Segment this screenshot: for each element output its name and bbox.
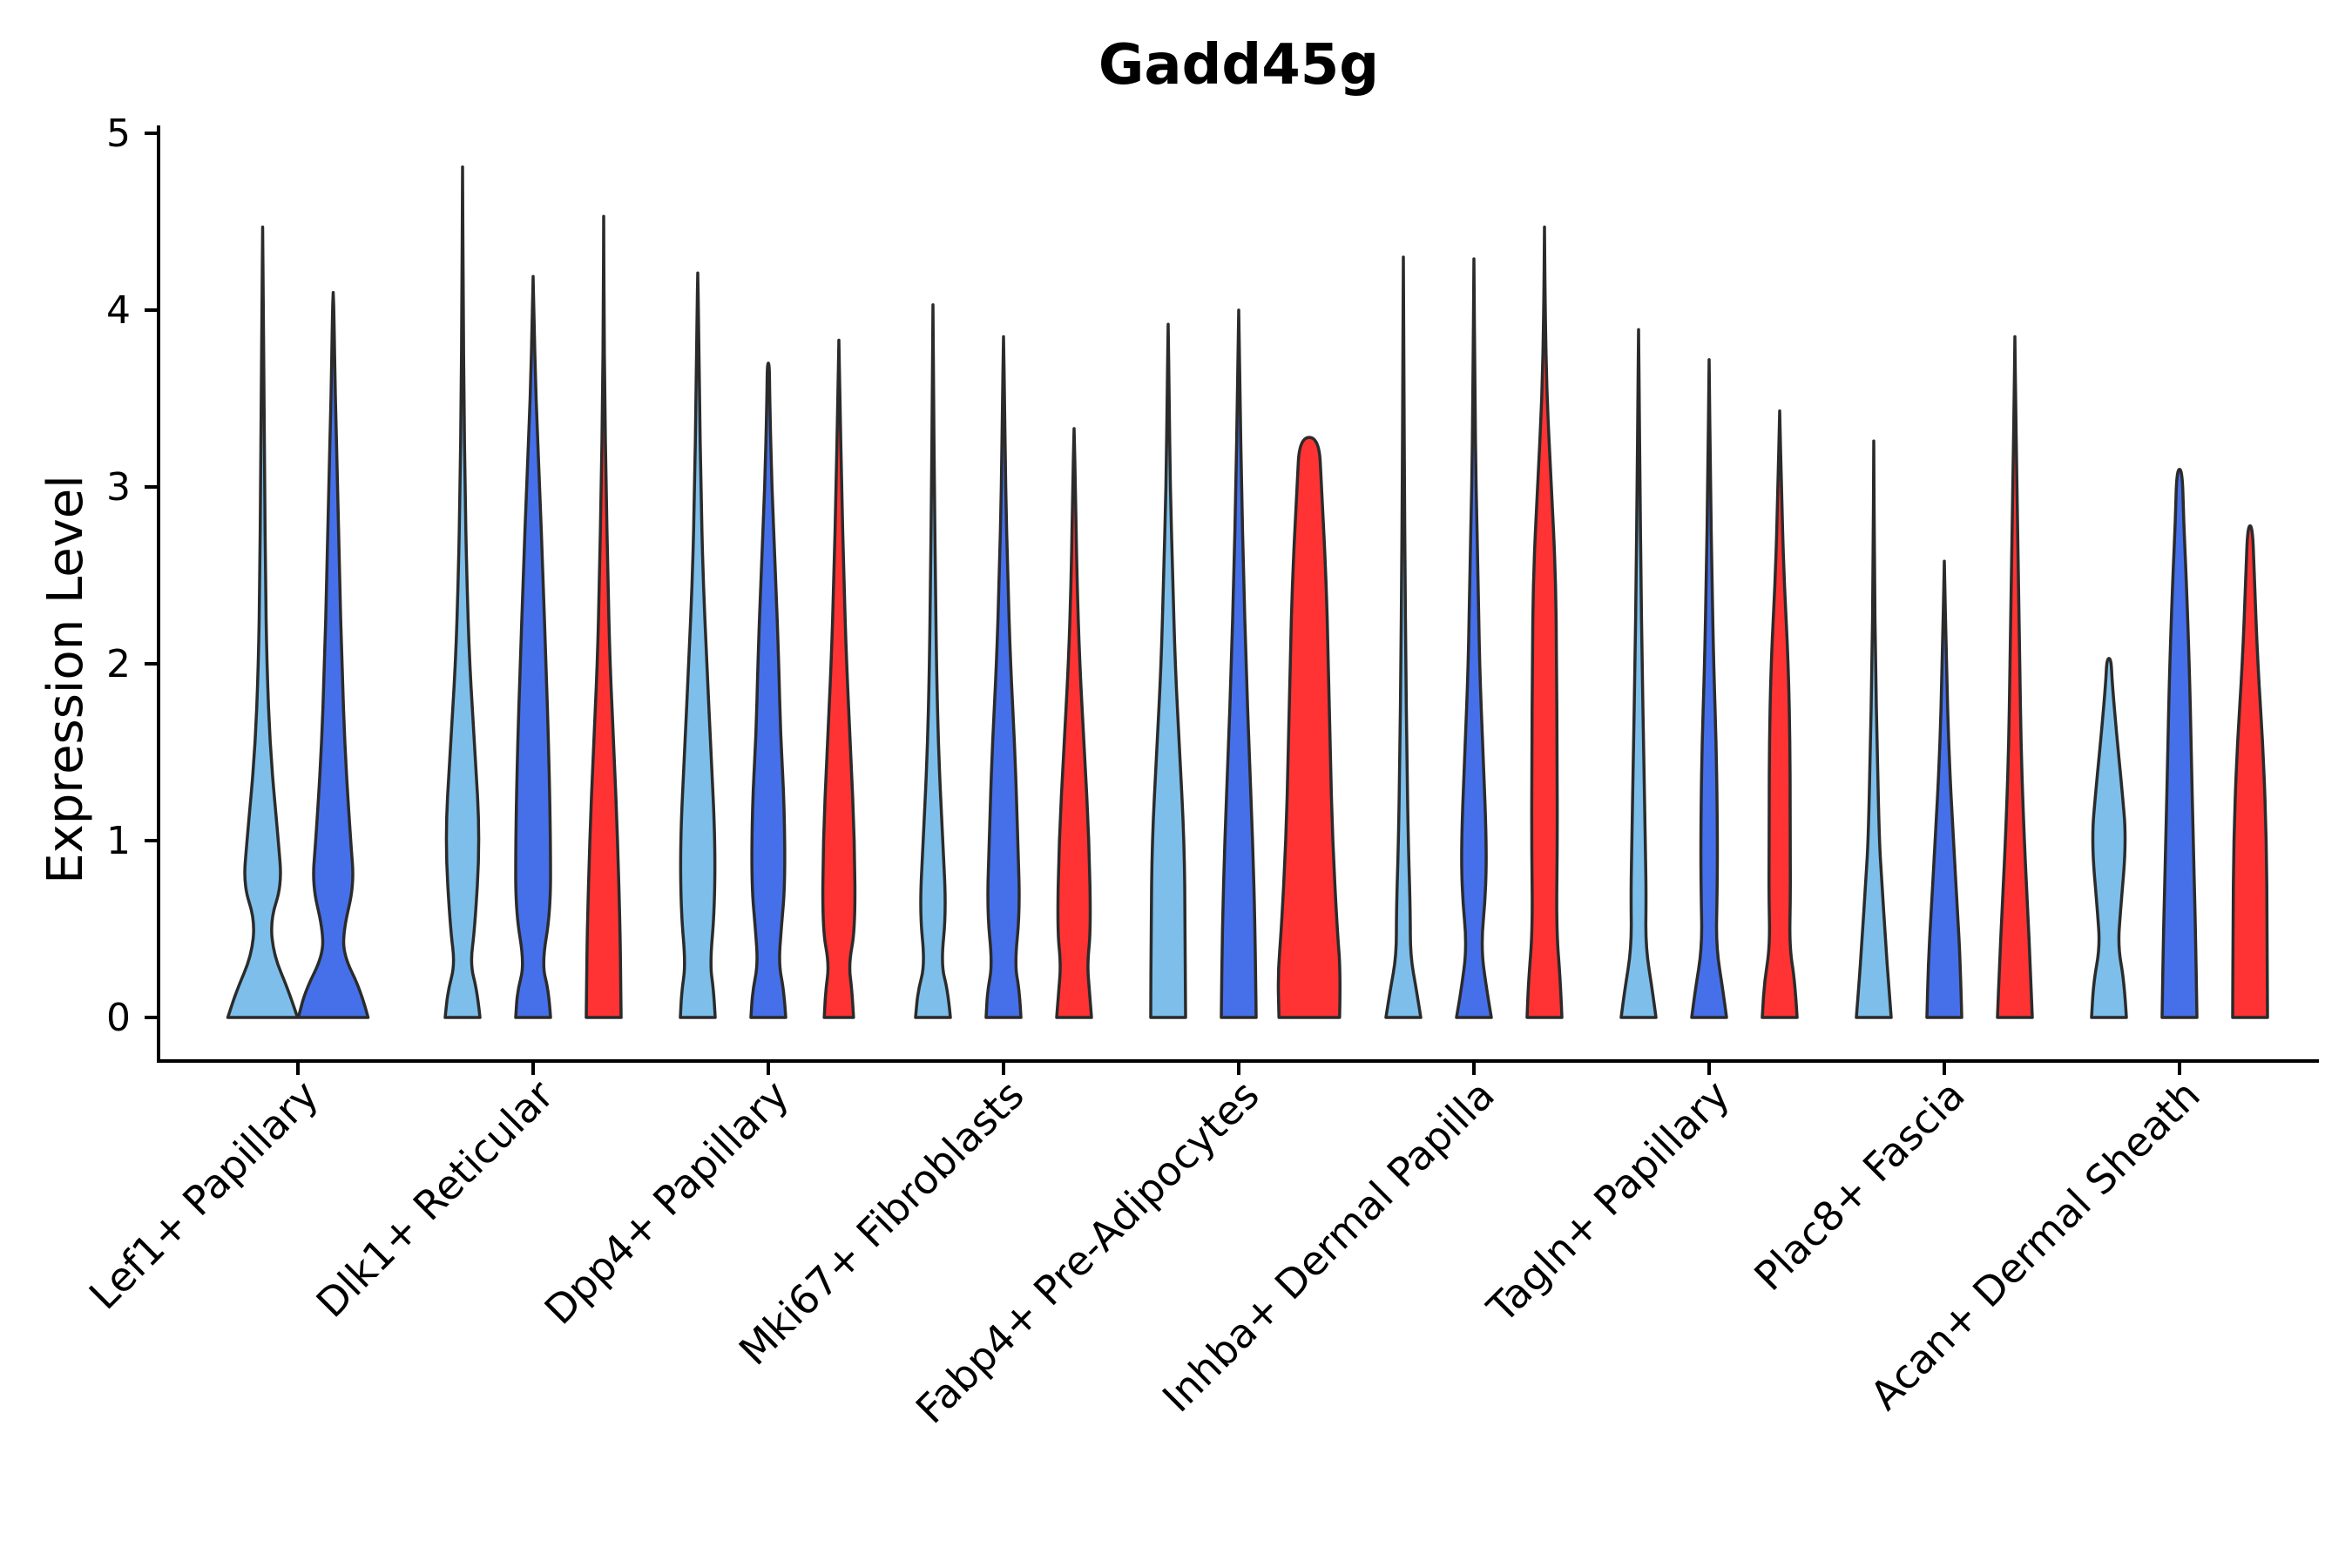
violin-8-group-1 [1855, 439, 1893, 1019]
violin-2-group-2 [514, 274, 552, 1019]
violin-3-group-3 [821, 338, 857, 1019]
violin-2-group-3 [585, 214, 623, 1019]
violin-4-group-2 [984, 335, 1023, 1019]
y-axis-label: Expression Level [37, 475, 94, 884]
violin-2-group-1 [443, 165, 482, 1019]
y-tick-label-0: 0 [106, 996, 131, 1040]
violin-1-group-2 [296, 290, 370, 1019]
violin-9-group-2 [2160, 467, 2199, 1019]
chart-title: Gadd45g [1098, 33, 1379, 98]
violin-4-group-1 [914, 303, 952, 1019]
x-tick-label-7: Tagln+ Papillary [1477, 1071, 1739, 1333]
violin-1-group-1 [226, 225, 300, 1019]
x-tick-label-2: Dlk1+ Reticular [308, 1071, 563, 1327]
x-tick-label-1: Lef1+ Papillary [80, 1071, 328, 1319]
x-tick-label-3: Dpp4+ Papillary [536, 1071, 798, 1334]
y-tick-label-3: 3 [106, 465, 131, 510]
violin-4-group-3 [1055, 427, 1093, 1019]
violin-9-group-1 [2090, 657, 2128, 1019]
violin-7-group-3 [1761, 409, 1799, 1019]
violin-7-group-1 [1619, 328, 1658, 1019]
violin-6-group-1 [1384, 255, 1423, 1019]
violins [226, 165, 2269, 1019]
violin-6-group-3 [1525, 225, 1564, 1019]
violin-3-group-2 [749, 362, 787, 1019]
violin-6-group-2 [1455, 257, 1493, 1019]
y-tick-label-5: 5 [106, 112, 131, 156]
violin-5-group-1 [1149, 322, 1187, 1019]
x-tick-label-8: Plac8+ Fascia [1745, 1071, 1973, 1300]
y-tick-label-2: 2 [106, 642, 131, 686]
y-tick-label-1: 1 [106, 819, 131, 863]
violin-5-group-3 [1276, 436, 1342, 1019]
y-tick-label-4: 4 [106, 288, 131, 333]
violin-8-group-3 [1996, 335, 2034, 1019]
violin-7-group-2 [1690, 358, 1728, 1019]
violin-5-group-2 [1220, 308, 1258, 1019]
violin-3-group-1 [679, 271, 717, 1019]
violin-8-group-2 [1925, 559, 1963, 1019]
violin-9-group-3 [2231, 524, 2269, 1019]
y-axis-ticks: 0 1 2 3 4 5 [106, 112, 159, 1040]
